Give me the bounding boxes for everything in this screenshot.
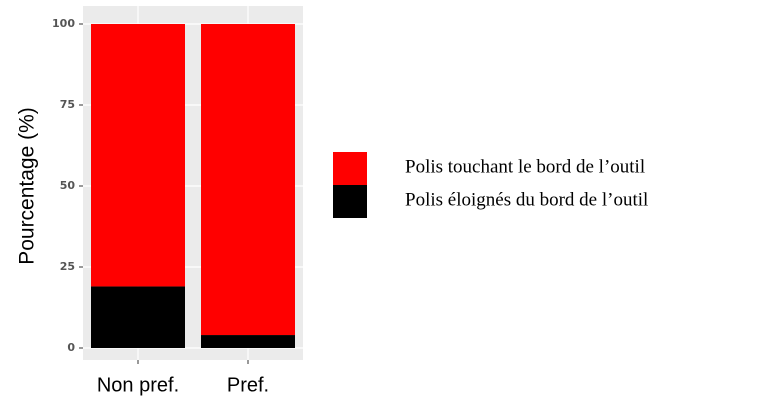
x-tick-label: Non pref. [97,374,179,396]
bar-segment [91,24,185,287]
bar-segment [201,24,295,336]
y-tick-label: 0 [67,341,75,354]
bar-segment [91,286,185,348]
y-tick-label: 75 [60,98,75,111]
legend-swatch [333,152,367,185]
y-tick-label: 50 [60,179,76,192]
legend-label: Polis éloignés du bord de l’outil [405,189,648,210]
x-tick-label: Pref. [227,374,269,396]
y-tick-label: 25 [60,260,75,273]
y-tick-label: 100 [52,17,75,30]
legend-label: Polis touchant le bord de l’outil [405,156,645,177]
legend-swatch [333,185,367,218]
bar-segment [201,335,295,348]
y-axis-label: Pourcentage (%) [16,107,39,265]
